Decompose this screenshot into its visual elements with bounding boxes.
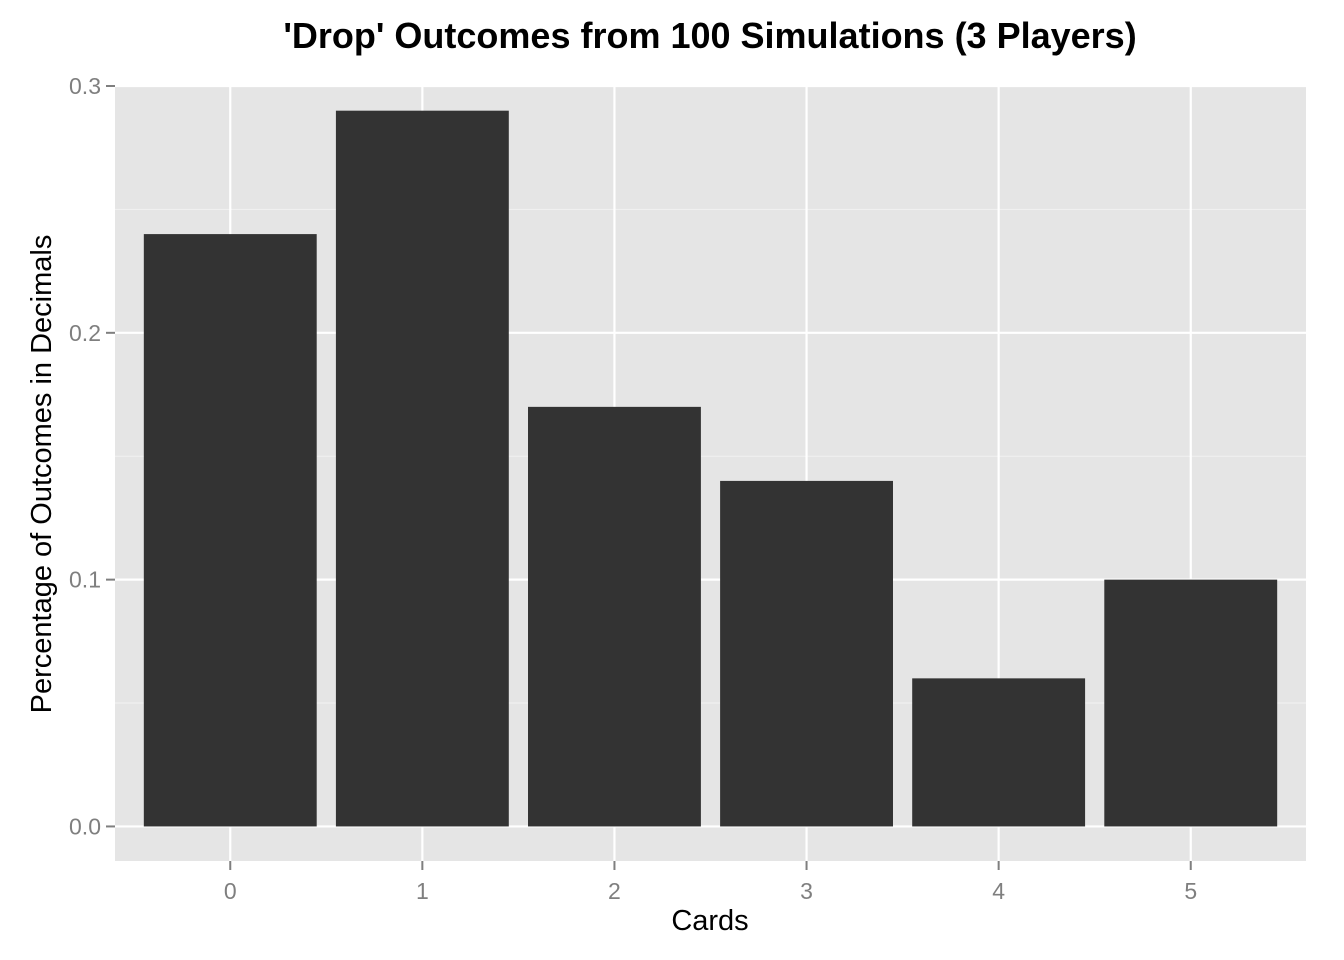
bar-1 [335, 110, 509, 827]
x-tick-label: 5 [1184, 878, 1197, 904]
x-tick-label: 4 [992, 878, 1005, 904]
chart-title: 'Drop' Outcomes from 100 Simulations (3 … [283, 15, 1136, 56]
x-axis: 0 1 2 3 4 5 [224, 861, 1197, 904]
bar-5 [1104, 579, 1278, 827]
bar-0 [143, 234, 317, 827]
y-tick-label: 0.0 [69, 813, 101, 839]
y-tick-label: 0.1 [69, 567, 101, 593]
bars [143, 110, 1278, 827]
x-axis-title: Cards [671, 905, 748, 937]
y-tick-label: 0.2 [69, 320, 101, 346]
x-tick-label: 2 [608, 878, 621, 904]
bar-3 [720, 480, 893, 827]
bar-2 [528, 406, 701, 827]
bar-4 [912, 678, 1086, 827]
x-tick-label: 3 [800, 878, 813, 904]
y-axis: 0.0 0.1 0.2 0.3 [69, 73, 115, 839]
x-tick-label: 0 [224, 878, 237, 904]
y-tick-label: 0.3 [69, 73, 101, 99]
x-tick-label: 1 [416, 878, 429, 904]
y-axis-title: Percentage of Outcomes in Decimals [26, 235, 58, 714]
